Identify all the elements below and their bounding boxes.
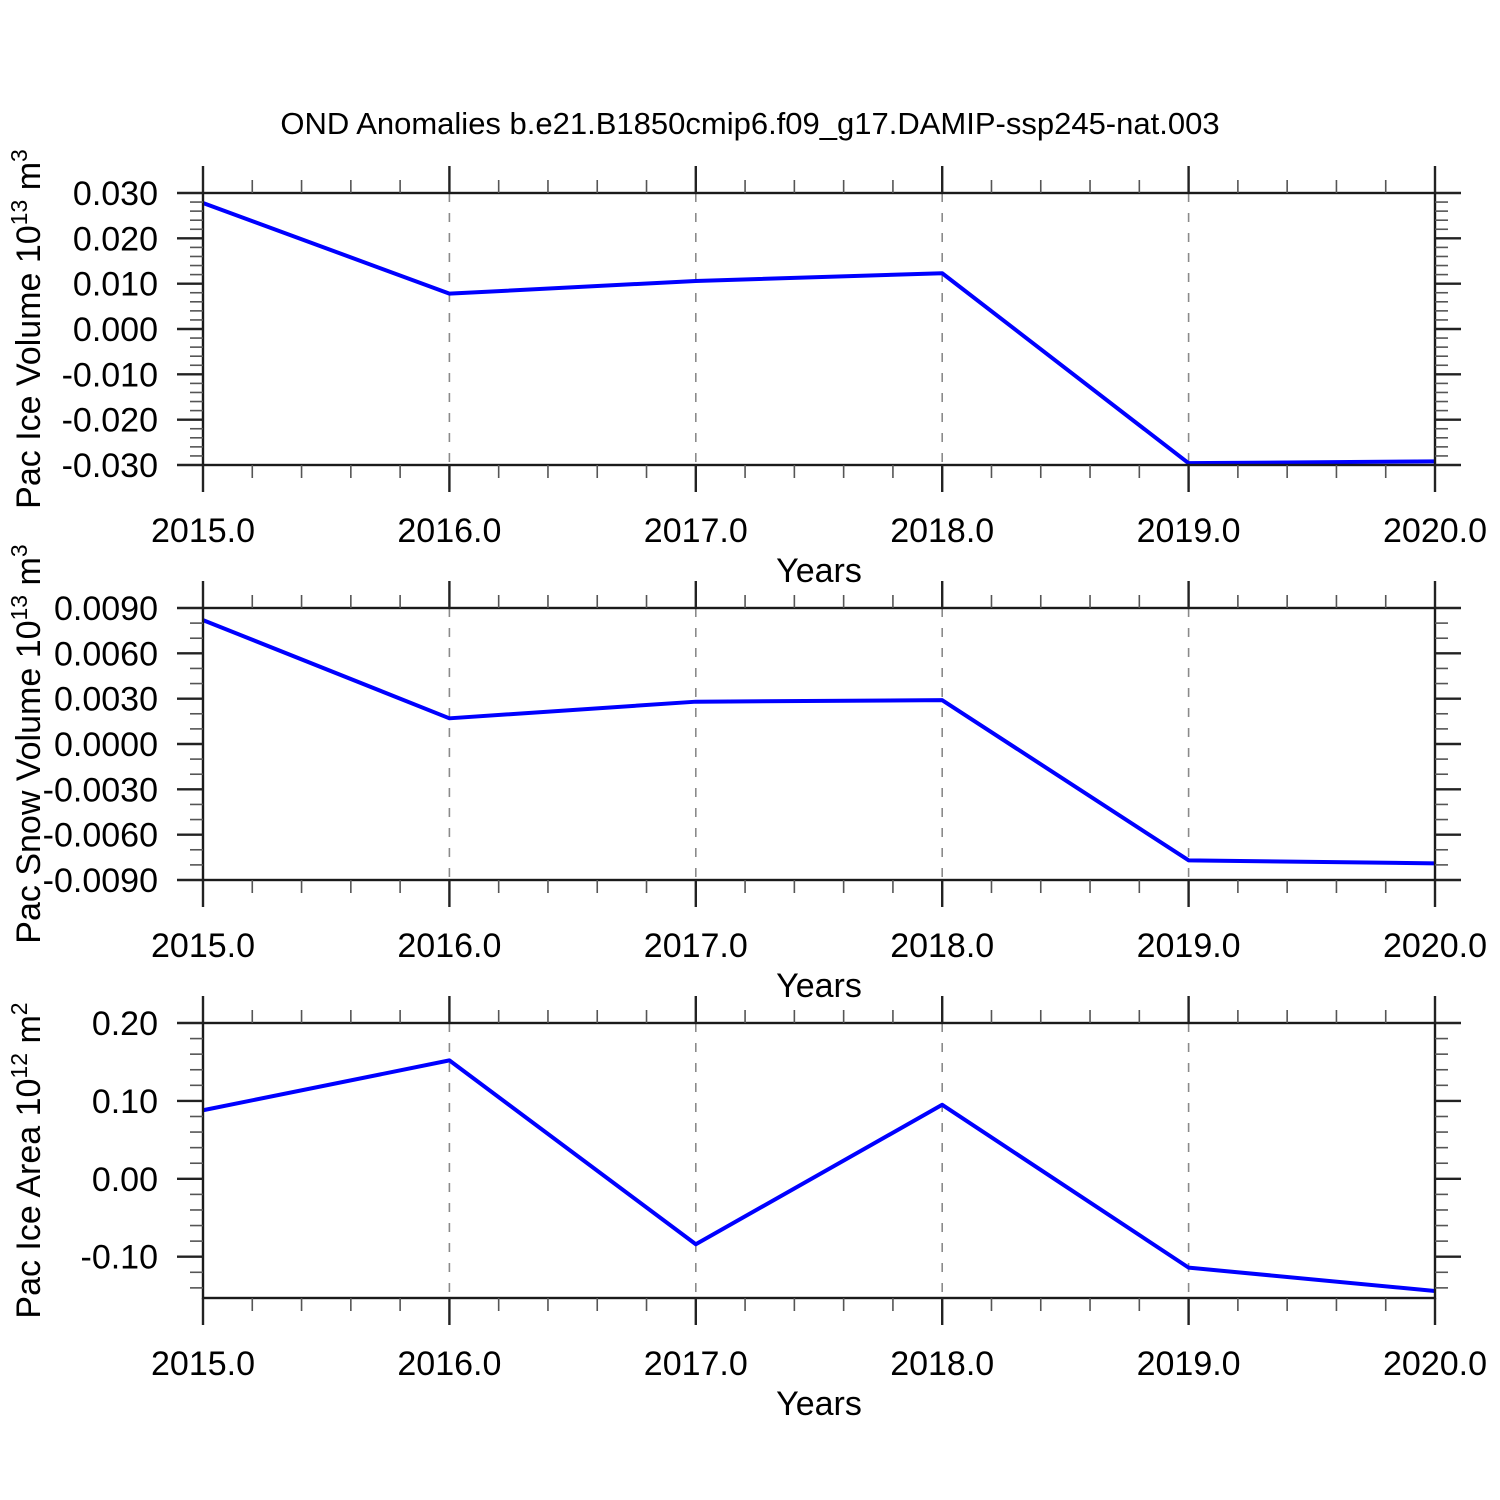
y-tick-label: 0.0030 bbox=[54, 681, 158, 719]
x-tick-label: 2016.0 bbox=[397, 512, 501, 550]
panel-pac-ice-volume: -0.030 -0.020 -0.010 0.000 0.010 0.020 0.030 20… bbox=[6, 149, 1487, 590]
y-tick-label: 0.10 bbox=[92, 1083, 158, 1121]
x-tick-label: 2019.0 bbox=[1137, 512, 1241, 550]
y-axis-title-text: m bbox=[10, 557, 48, 595]
x-tick-label: 2015.0 bbox=[151, 512, 255, 550]
data-line bbox=[202, 1058, 1436, 1293]
x-tick-label: 2020.0 bbox=[1383, 927, 1487, 965]
x-tick-label: 2018.0 bbox=[890, 927, 994, 965]
y-axis-title-superscript: 3 bbox=[6, 149, 32, 162]
plot-border bbox=[201, 1021, 1437, 1300]
chart-title: OND Anomalies b.e21.B1850cmip6.f09_g17.D… bbox=[280, 106, 1219, 141]
data-line bbox=[202, 201, 1436, 466]
x-tick-label: 2020.0 bbox=[1383, 1345, 1487, 1383]
y-tick-label: -0.0090 bbox=[43, 862, 158, 900]
y-axis-title-text: m bbox=[10, 162, 48, 200]
y-tick-label: -0.0030 bbox=[43, 771, 158, 809]
x-tick-label: 2015.0 bbox=[151, 1345, 255, 1383]
y-axis-title-text: Pac Ice Area 10 bbox=[10, 1079, 48, 1319]
y-tick-label: 0.030 bbox=[73, 175, 158, 213]
y-tick-label: -0.020 bbox=[62, 402, 158, 440]
y-axis-title-superscript: 3 bbox=[6, 544, 32, 557]
y-tick-label: 0.20 bbox=[92, 1005, 158, 1043]
x-tick-label: 2015.0 bbox=[151, 927, 255, 965]
y-axis-title: Pac Ice Volume 1013 m3 bbox=[6, 149, 48, 509]
x-axis-title: Years bbox=[776, 967, 862, 1005]
y-tick-label: -0.0060 bbox=[43, 817, 158, 855]
plot-border bbox=[201, 191, 1437, 467]
x-tick-label: 2017.0 bbox=[644, 927, 748, 965]
panel-pac-ice-area: -0.10 0.00 0.10 0.20 2015.0 2016.0 2017.0 2018.… bbox=[6, 996, 1487, 1423]
x-tick-label: 2019.0 bbox=[1137, 1345, 1241, 1383]
x-tick-label: 2017.0 bbox=[644, 1345, 748, 1383]
y-axis-title: Pac Ice Area 1012 m2 bbox=[6, 1002, 48, 1318]
data-line bbox=[202, 618, 1436, 866]
y-axis-title-text: m bbox=[10, 1015, 48, 1053]
y-tick-label: 0.000 bbox=[73, 311, 158, 349]
x-tick-label: 2018.0 bbox=[890, 512, 994, 550]
panel-pac-snow-volume: -0.0090 -0.0060 -0.0030 0.0000 0.0030 0.0060 0… bbox=[6, 544, 1487, 1005]
y-axis-title-superscript: 2 bbox=[6, 1002, 32, 1015]
y-tick-label: 0.010 bbox=[73, 266, 158, 304]
y-tick-label: 0.00 bbox=[92, 1161, 158, 1199]
y-tick-label: -0.010 bbox=[62, 356, 158, 394]
x-axis-title: Years bbox=[776, 552, 862, 590]
x-tick-label: 2019.0 bbox=[1137, 927, 1241, 965]
y-axis-title-text: Pac Ice Volume 10 bbox=[10, 225, 48, 509]
plot-border bbox=[201, 606, 1437, 882]
y-tick-label: 0.020 bbox=[73, 220, 158, 258]
x-tick-label: 2018.0 bbox=[890, 1345, 994, 1383]
x-tick-label: 2016.0 bbox=[397, 927, 501, 965]
y-axis-title-superscript: 13 bbox=[6, 200, 32, 226]
y-tick-label: 0.0090 bbox=[54, 590, 158, 628]
y-axis-title: Pac Snow Volume 1013 m3 bbox=[6, 544, 48, 943]
x-tick-label: 2017.0 bbox=[644, 512, 748, 550]
y-tick-label: -0.030 bbox=[62, 447, 158, 485]
y-tick-label: 0.0000 bbox=[54, 726, 158, 764]
y-tick-label: 0.0060 bbox=[54, 635, 158, 673]
x-tick-label: 2016.0 bbox=[397, 1345, 501, 1383]
y-tick-label: -0.10 bbox=[81, 1239, 159, 1277]
x-tick-label: 2020.0 bbox=[1383, 512, 1487, 550]
y-axis-title-superscript: 12 bbox=[6, 1053, 32, 1079]
y-axis-title-text: Pac Snow Volume 10 bbox=[10, 620, 48, 943]
x-axis-title: Years bbox=[776, 1385, 862, 1423]
y-axis-title-superscript: 13 bbox=[6, 595, 32, 621]
